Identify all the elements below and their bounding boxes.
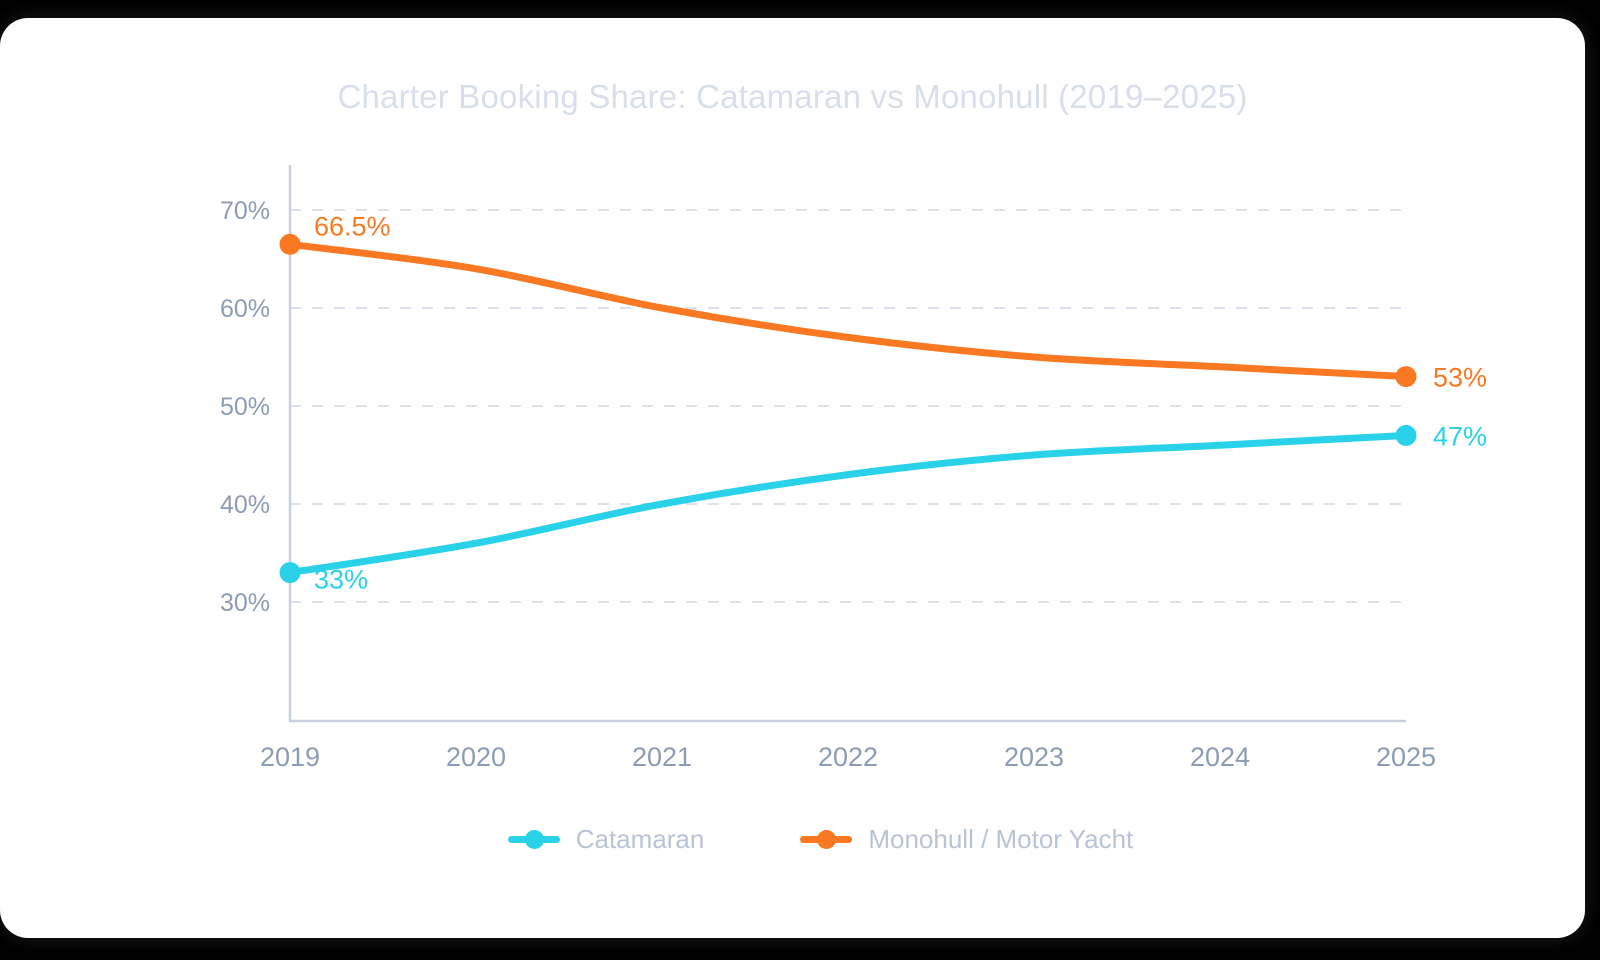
- y-axis-tick-label: 40%: [220, 491, 270, 519]
- y-axis-tick-label: 60%: [220, 295, 270, 323]
- start-point-marker-catamaran: [279, 562, 301, 584]
- series-line-catamaran: [286, 431, 1410, 577]
- monohull-line-marker-icon: [800, 830, 853, 849]
- x-axis-tick-label: 2020: [446, 742, 506, 772]
- legend-swatch-dot: [524, 830, 544, 849]
- x-axis-tick-label: 2022: [818, 742, 878, 772]
- series-line-monohull: [286, 240, 1410, 381]
- x-axis-tick-label: 2023: [1004, 742, 1064, 772]
- start-point-marker-monohull: [279, 233, 301, 255]
- end-point-marker-catamaran: [1395, 424, 1417, 446]
- end-point-marker-monohull: [1395, 366, 1417, 388]
- start-value-label-monohull: 66.5%: [314, 211, 391, 241]
- chart-legend: Catamaran Monohull / Motor Yacht: [28, 824, 1600, 855]
- x-axis-tick-label: 2025: [1376, 742, 1436, 772]
- x-axis-tick-label: 2021: [632, 742, 692, 772]
- chart-card: Charter Booking Share: Catamaran vs Mono…: [0, 18, 1585, 938]
- start-value-label-catamaran: 33%: [314, 565, 368, 595]
- legend-swatch-dot: [817, 830, 837, 849]
- legend-item-catamaran[interactable]: Catamaran: [507, 824, 705, 855]
- y-axis-tick-label: 70%: [220, 197, 270, 225]
- axis-lines: [288, 165, 1406, 723]
- end-value-label-catamaran: 47%: [1433, 421, 1487, 451]
- x-axis-tick-label: 2019: [260, 742, 320, 772]
- legend-item-monohull[interactable]: Monohull / Motor Yacht: [800, 824, 1133, 855]
- line-chart-canvas: 30% 40% 50% 60% 70% 2019 2020 2021 2022 2023 2024 2…: [220, 165, 1487, 772]
- legend-label-monohull: Monohull / Motor Yacht: [868, 824, 1134, 854]
- y-axis-tick-label: 50%: [220, 393, 270, 421]
- y-axis-tick-label: 30%: [220, 589, 270, 617]
- legend-label-catamaran: Catamaran: [575, 824, 705, 854]
- end-value-label-monohull: 53%: [1433, 363, 1487, 393]
- chart-title: Charter Booking Share: Catamaran vs Mono…: [337, 78, 1248, 115]
- x-axis-tick-label: 2024: [1190, 742, 1250, 772]
- catamaran-line-marker-icon: [507, 830, 560, 849]
